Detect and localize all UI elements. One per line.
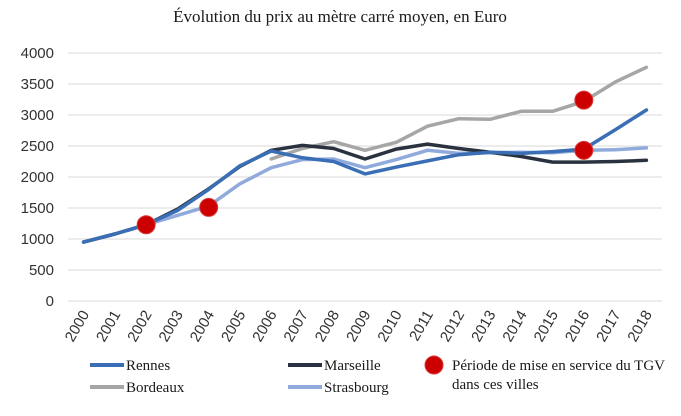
series-line-marseille <box>81 142 649 244</box>
x-tick-label: 2013 <box>468 307 499 344</box>
x-tick-label: 2006 <box>249 308 280 345</box>
x-tick-label: 2001 <box>93 308 124 345</box>
x-tick-label: 2015 <box>531 308 562 345</box>
legend-label: Rennes <box>126 358 170 374</box>
x-tick-label: 2009 <box>343 308 374 345</box>
y-tick-label: 500 <box>29 262 54 279</box>
series-line-rennes <box>81 108 649 244</box>
x-tick-label: 2014 <box>499 308 530 345</box>
y-tick-label: 1500 <box>21 200 54 217</box>
series-lines <box>81 65 649 244</box>
x-tick-label: 2011 <box>406 308 437 344</box>
x-tick-label: 2017 <box>593 308 624 345</box>
x-tick-label: 2010 <box>374 308 405 345</box>
y-tick-label: 0 <box>46 293 54 310</box>
y-tick-label: 2000 <box>21 169 54 186</box>
x-tick-label: 2008 <box>312 308 343 345</box>
x-tick-label: 2016 <box>562 308 593 345</box>
legend-label: Période de mise en service du TGV <box>452 358 665 374</box>
x-tick-label: 2005 <box>218 308 249 345</box>
x-tick-label: 2003 <box>155 308 186 345</box>
legend: Rennes Marseille Période de mise en servic… <box>90 355 665 396</box>
y-tick-label: 3500 <box>21 76 54 93</box>
legend-label: Bordeaux <box>126 380 185 396</box>
x-tick-label: 2012 <box>437 308 468 345</box>
x-tick-label: 2000 <box>62 308 93 345</box>
legend-label: Strasbourg <box>324 380 389 396</box>
legend-label: Marseille <box>324 358 381 374</box>
tgv-marker-point <box>199 197 219 217</box>
y-axis-ticks: 0 500 1000 1500 2000 2500 3000 3500 4000 <box>21 45 54 310</box>
x-tick-label: 2018 <box>624 308 655 345</box>
x-tick-label: 2002 <box>124 308 155 345</box>
y-tick-label: 4000 <box>21 45 54 62</box>
x-axis-ticks: 2000 2001 2002 2003 2004 2005 2006 2007 2008 2009… <box>62 307 656 344</box>
x-tick-label: 2007 <box>281 308 312 345</box>
tgv-markers <box>136 90 594 235</box>
tgv-marker-point <box>574 90 594 110</box>
x-tick-label: 2004 <box>187 308 218 345</box>
gridlines <box>68 52 662 302</box>
chart-title: Évolution du prix au mètre carré moyen, … <box>173 7 507 26</box>
tgv-marker-point <box>136 215 156 235</box>
y-tick-label: 1000 <box>21 231 54 248</box>
y-tick-label: 3000 <box>21 107 54 124</box>
legend-marker-dot <box>424 355 444 375</box>
tgv-marker-point <box>574 140 594 160</box>
y-tick-label: 2500 <box>21 138 54 155</box>
legend-label: dans ces villes <box>452 377 539 393</box>
